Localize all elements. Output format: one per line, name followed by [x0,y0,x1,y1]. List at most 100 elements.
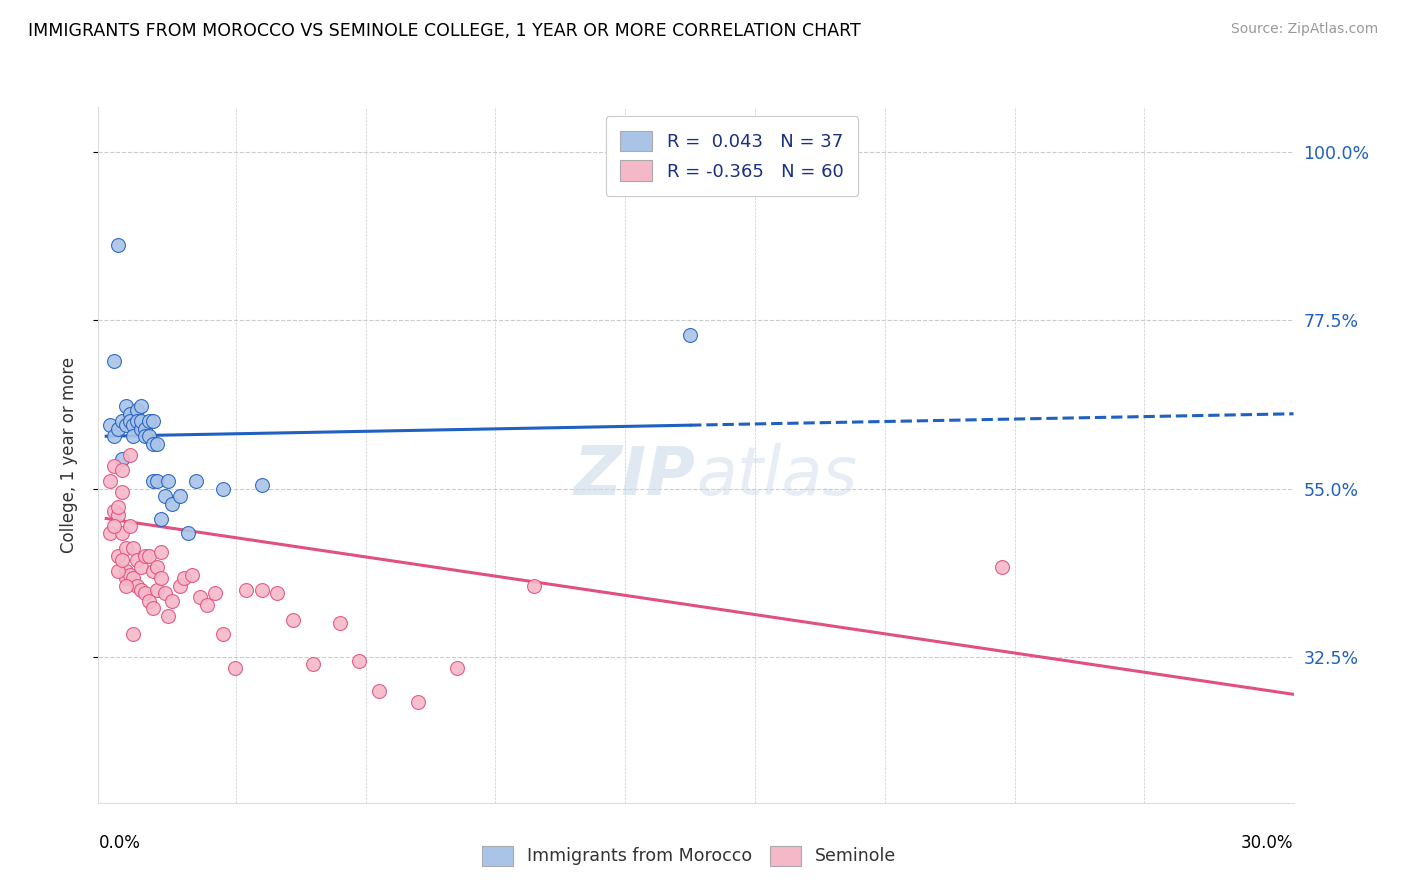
Point [129,414,152,428]
Point [129,422,152,436]
Point [149,545,172,559]
Point [224,661,246,675]
Point [107,422,129,436]
Point [212,482,235,496]
Point [134,429,156,443]
Point [114,541,136,556]
Point [146,560,169,574]
Text: IMMIGRANTS FROM MOROCCO VS SEMINOLE COLLEGE, 1 YEAR OR MORE CORRELATION CHART: IMMIGRANTS FROM MOROCCO VS SEMINOLE COLL… [28,22,860,40]
Point [162,497,184,511]
Point [114,564,136,578]
Point [250,582,273,597]
Point [118,519,141,533]
Point [122,417,145,432]
Point [146,474,169,488]
Point [173,571,195,585]
Point [129,560,152,574]
Point [118,407,141,421]
Point [188,590,211,604]
Point [142,564,165,578]
Point [114,399,136,413]
Legend: R =  0.043   N = 37, R = -0.365   N = 60: R = 0.043 N = 37, R = -0.365 N = 60 [606,116,858,195]
Point [138,414,160,428]
Legend: Immigrants from Morocco, Seminole: Immigrants from Morocco, Seminole [474,837,904,874]
Point [107,500,129,515]
Point [177,526,200,541]
Point [118,448,141,462]
Point [149,511,172,525]
Point [149,571,172,585]
Point [111,414,134,428]
Point [184,474,207,488]
Point [103,354,125,368]
Point [118,414,141,428]
Point [107,564,129,578]
Point [98,417,121,432]
Point [134,549,156,563]
Point [107,238,129,252]
Point [114,579,136,593]
Point [138,549,160,563]
Point [103,429,125,443]
Point [266,586,288,600]
Point [111,526,134,541]
Point [169,489,191,503]
Point [107,508,129,522]
Point [98,474,121,488]
Point [127,414,149,428]
Point [406,695,429,709]
Point [250,478,273,492]
Text: ZIP: ZIP [574,442,696,508]
Point [157,608,180,623]
Point [679,328,702,343]
Y-axis label: College, 1 year or more: College, 1 year or more [59,357,77,553]
Point [138,429,160,443]
Point [114,417,136,432]
Point [990,560,1012,574]
Point [118,567,141,582]
Point [146,582,169,597]
Point [111,485,134,500]
Point [146,436,169,450]
Point [204,586,226,600]
Point [103,519,125,533]
Point [111,463,134,477]
Point [349,654,371,668]
Text: 30.0%: 30.0% [1241,834,1294,852]
Point [142,601,165,615]
Point [122,429,145,443]
Point [122,541,145,556]
Point [127,579,149,593]
Point [129,399,152,413]
Point [235,582,257,597]
Point [212,627,235,641]
Point [111,451,134,466]
Point [169,579,191,593]
Point [107,549,129,563]
Point [127,552,149,566]
Point [281,613,304,627]
Point [180,567,202,582]
Point [111,552,134,566]
Point [129,582,152,597]
Point [138,594,160,608]
Point [134,586,156,600]
Text: atlas: atlas [696,442,858,508]
Point [98,526,121,541]
Point [157,474,180,488]
Point [142,436,165,450]
Point [127,403,149,417]
Point [122,627,145,641]
Point [301,657,323,672]
Point [197,598,219,612]
Point [162,594,184,608]
Point [367,683,389,698]
Point [523,579,546,593]
Point [153,586,176,600]
Text: 0.0%: 0.0% [98,834,141,852]
Point [153,489,176,503]
Point [142,414,165,428]
Point [329,616,352,631]
Point [446,661,468,675]
Point [122,571,145,585]
